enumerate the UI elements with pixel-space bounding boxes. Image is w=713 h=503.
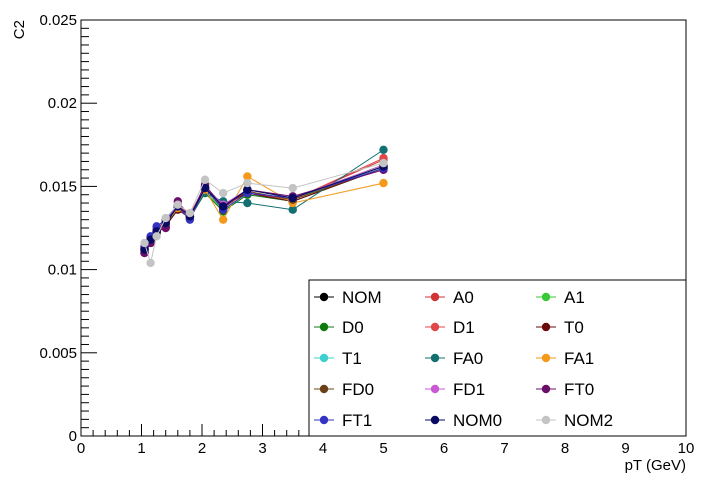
point-nom0-8	[243, 185, 252, 194]
x-tick-labels: 0 1 2 3 4 5 6 7 8 9 10	[77, 440, 695, 457]
point-nom0-0	[140, 245, 149, 254]
x-axis-label: pT (GeV)	[625, 457, 686, 474]
x-tick-label-7: 7	[500, 440, 508, 457]
y-axis-label: C2	[11, 20, 28, 39]
legend-label-d1: D1	[453, 318, 475, 337]
legend-marker-t0	[541, 322, 551, 332]
point-nom2-0	[140, 238, 149, 248]
point-nom2-8	[243, 178, 252, 188]
legend-entry-fa0: FA0	[425, 349, 483, 368]
point-fa0-8	[243, 198, 252, 208]
legend-marker-fa1	[541, 353, 551, 363]
legend-marker-fd0	[319, 384, 329, 394]
legend-marker-a0	[430, 292, 440, 302]
y-tick-label-4: 0.02	[48, 95, 77, 112]
x-tick-label-1: 1	[137, 440, 145, 457]
y-tick-label-3: 0.015	[39, 178, 77, 195]
legend-entry-ft1: FT1	[314, 411, 372, 430]
legend-marker-d0	[319, 322, 329, 332]
legend-entry-fd0: FD0	[314, 380, 374, 399]
legend-label-t0: T0	[564, 318, 584, 337]
legend-label-fd1: FD1	[453, 380, 485, 399]
legend-entry-d1: D1	[425, 318, 475, 337]
point-fa1-10	[379, 178, 388, 188]
x-tick-label-2: 2	[198, 440, 206, 457]
legend-entry-a1: A1	[536, 288, 585, 307]
legend-label-nom2: NOM2	[564, 411, 613, 430]
y-tick-labels: 0 0.005 0.01 0.015 0.02 0.025	[39, 12, 77, 445]
point-fa0-10	[379, 145, 388, 154]
x-tick-label-0: 0	[77, 440, 85, 457]
x-tick-label-6: 6	[440, 440, 448, 457]
point-nom2-4	[173, 200, 182, 209]
legend-marker-ft0	[541, 384, 551, 394]
legend-label-nom0: NOM0	[453, 411, 502, 430]
legend-marker-d1	[430, 322, 440, 332]
legend-label-a1: A1	[564, 288, 585, 307]
legend-marker-nom	[319, 292, 329, 302]
x-tick-label-9: 9	[621, 440, 629, 457]
legend-label-fd0: FD0	[342, 380, 374, 399]
point-nom2-1	[146, 258, 155, 268]
x-tick-label-10: 10	[678, 440, 695, 457]
legend-marker-t1	[319, 353, 329, 363]
legend-entry-t1: T1	[314, 349, 362, 368]
legend: NOM A0 A1 D0 D1 T0 T1 FA0 FA1 FD0 FD1 FT0 FT1 NOM0 NOM…	[308, 279, 687, 437]
legend-label-fa0: FA0	[453, 349, 483, 368]
legend-marker-ft1	[319, 415, 329, 425]
legend-label-ft0: FT0	[564, 380, 594, 399]
point-nom2-5	[185, 208, 195, 218]
legend-entry-t0: T0	[536, 318, 584, 337]
y-tick-label-2: 0.01	[48, 262, 77, 279]
x-tick-label-8: 8	[561, 440, 569, 457]
legend-entry-fd1: FD1	[425, 380, 485, 399]
point-nom2-10	[379, 158, 388, 168]
x-tick-label-3: 3	[258, 440, 266, 457]
legend-marker-nom0	[430, 415, 440, 425]
point-nom2-3	[161, 213, 170, 223]
legend-label-nom: NOM	[342, 288, 382, 307]
legend-entry-fa1: FA1	[536, 349, 594, 368]
legend-label-t1: T1	[342, 349, 362, 368]
legend-box	[308, 279, 687, 437]
point-nom0-6	[200, 183, 210, 193]
legend-marker-a1	[541, 292, 551, 302]
legend-label-d0: D0	[342, 318, 364, 337]
point-fa0-9	[288, 205, 297, 214]
point-nom2-9	[288, 183, 297, 193]
point-nom2-6	[200, 175, 210, 184]
series-fa1	[140, 172, 388, 253]
y-tick-label-5: 0.025	[39, 12, 77, 29]
x-tick-label-4: 4	[319, 440, 327, 457]
point-fa1-8	[243, 172, 252, 181]
point-nom0-9	[288, 193, 297, 203]
legend-marker-fa0	[430, 353, 440, 363]
legend-entry-nom2: NOM2	[536, 411, 613, 430]
legend-marker-nom2	[541, 415, 551, 425]
legend-entry-a0: A0	[425, 288, 474, 307]
legend-entry-ft0: FT0	[536, 380, 594, 399]
y-tick-label-1: 0.005	[39, 345, 77, 362]
legend-entry-d0: D0	[314, 318, 364, 337]
point-nom2-2	[152, 232, 161, 241]
legend-marker-fd1	[430, 384, 440, 394]
x-tick-label-5: 5	[379, 440, 387, 457]
point-nom2-7	[218, 188, 228, 198]
point-nom0-7	[218, 202, 228, 211]
legend-label-a0: A0	[453, 288, 474, 307]
y-tick-label-0: 0	[69, 428, 77, 445]
series-layer	[140, 145, 388, 268]
legend-entry-nom: NOM	[314, 288, 382, 307]
legend-label-ft1: FT1	[342, 411, 372, 430]
point-fa1-7	[218, 215, 228, 224]
legend-entry-nom0: NOM0	[425, 411, 502, 430]
legend-label-fa1: FA1	[564, 349, 594, 368]
series-nom2	[140, 158, 388, 268]
